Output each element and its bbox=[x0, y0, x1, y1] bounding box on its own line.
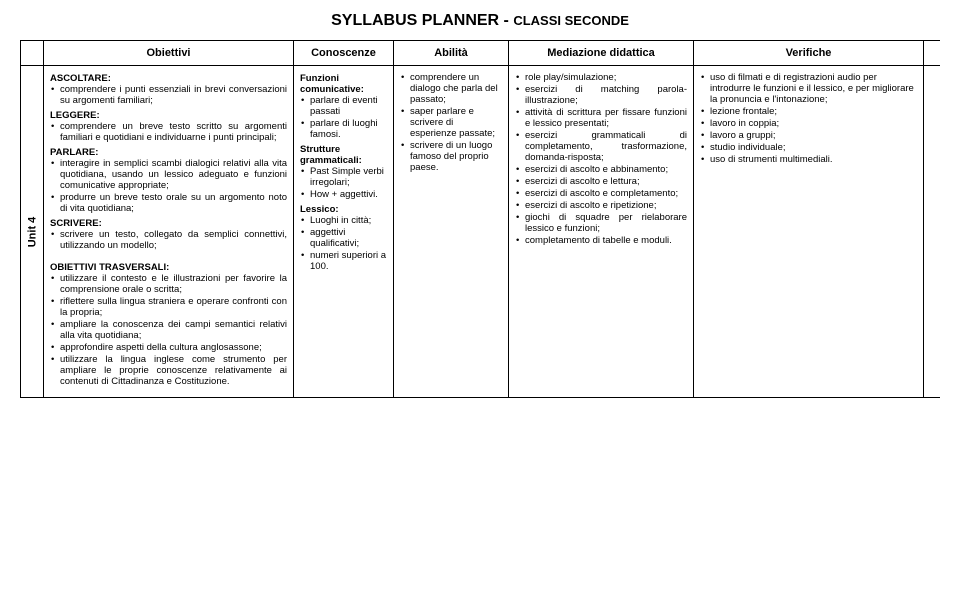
list-item: Past Simple verbi irregolari; bbox=[310, 166, 387, 188]
list-item: parlare di luoghi famosi. bbox=[310, 118, 387, 140]
header-mediazione: Mediazione didattica bbox=[509, 41, 694, 65]
lessico-list: Luoghi in città;aggettivi qualificativi;… bbox=[300, 215, 387, 272]
table-row: Unit 4 ASCOLTARE: comprendere i punti es… bbox=[20, 66, 940, 398]
list-item: esercizi grammaticali di completamento, … bbox=[525, 130, 687, 163]
list-item: comprendere i punti essenziali in brevi … bbox=[60, 84, 287, 106]
list-item: riflettere sulla lingua straniera e oper… bbox=[60, 296, 287, 318]
funzioni-list: parlare di eventi passatiparlare di luog… bbox=[300, 95, 387, 140]
list-item: parlare di eventi passati bbox=[310, 95, 387, 117]
funzioni-head: Funzioni comunicative: bbox=[300, 73, 387, 95]
header-abilita: Abilità bbox=[394, 41, 509, 65]
list-item: studio individuale; bbox=[710, 142, 917, 153]
list-item: produrre un breve testo orale su un argo… bbox=[60, 192, 287, 214]
list-item: saper parlare e scrivere di esperienze p… bbox=[410, 106, 502, 139]
list-item: uso di filmati e di registrazioni audio … bbox=[710, 72, 917, 105]
header-unit-spacer bbox=[20, 41, 44, 65]
scrivere-head: SCRIVERE: bbox=[50, 218, 287, 229]
abilita-cell: comprendere un dialogo che parla del pas… bbox=[394, 66, 509, 397]
ascoltare-head: ASCOLTARE: bbox=[50, 73, 287, 84]
list-item: aggettivi qualificativi; bbox=[310, 227, 387, 249]
leggere-list: comprendere un breve testo scritto su ar… bbox=[50, 121, 287, 143]
list-item: Luoghi in città; bbox=[310, 215, 387, 226]
verifiche-cell: uso di filmati e di registrazioni audio … bbox=[694, 66, 924, 397]
title-main: SYLLABUS PLANNER bbox=[331, 12, 499, 29]
list-item: esercizi di ascolto e abbinamento; bbox=[525, 164, 687, 175]
list-item: scrivere un testo, collegato da semplici… bbox=[60, 229, 287, 251]
unit-label: Unit 4 bbox=[26, 216, 38, 247]
abilita-list: comprendere un dialogo che parla del pas… bbox=[400, 72, 502, 173]
verifiche-list: uso di filmati e di registrazioni audio … bbox=[700, 72, 917, 165]
scrivere-list: scrivere un testo, collegato da semplici… bbox=[50, 229, 287, 251]
parlare-list: interagire in semplici scambi dialogici … bbox=[50, 158, 287, 214]
list-item: approfondire aspetti della cultura anglo… bbox=[60, 342, 287, 353]
list-item: attività di scrittura per fissare funzio… bbox=[525, 107, 687, 129]
list-item: completamento di tabelle e moduli. bbox=[525, 235, 687, 246]
unit-cell: Unit 4 bbox=[20, 66, 44, 397]
list-item: How + aggettivi. bbox=[310, 189, 387, 200]
list-item: numeri superiori a 100. bbox=[310, 250, 387, 272]
leggere-head: LEGGERE: bbox=[50, 110, 287, 121]
strutture-head: Strutture grammaticali: bbox=[300, 144, 387, 166]
header-conoscenze: Conoscenze bbox=[294, 41, 394, 65]
title-sub: CLASSI SECONDE bbox=[513, 13, 629, 28]
list-item: comprendere un breve testo scritto su ar… bbox=[60, 121, 287, 143]
mediazione-cell: role play/simulazione;esercizi di matchi… bbox=[509, 66, 694, 397]
strutture-list: Past Simple verbi irregolari;How + agget… bbox=[300, 166, 387, 200]
parlare-head: PARLARE: bbox=[50, 147, 287, 158]
conoscenze-cell: Funzioni comunicative: parlare di eventi… bbox=[294, 66, 394, 397]
list-item: scrivere di un luogo famoso del proprio … bbox=[410, 140, 502, 173]
list-item: esercizi di ascolto e lettura; bbox=[525, 176, 687, 187]
obiettivi-cell: ASCOLTARE: comprendere i punti essenzial… bbox=[44, 66, 294, 397]
list-item: lavoro in coppia; bbox=[710, 118, 917, 129]
lessico-head: Lessico: bbox=[300, 204, 387, 215]
list-item: utilizzare la lingua inglese come strume… bbox=[60, 354, 287, 387]
header-verifiche: Verifiche bbox=[694, 41, 924, 65]
list-item: comprendere un dialogo che parla del pas… bbox=[410, 72, 502, 105]
table-header-row: Obiettivi Conoscenze Abilità Mediazione … bbox=[20, 40, 940, 66]
list-item: esercizi di ascolto e completamento; bbox=[525, 188, 687, 199]
header-obiettivi: Obiettivi bbox=[44, 41, 294, 65]
list-item: esercizi di matching parola-illustrazion… bbox=[525, 84, 687, 106]
list-item: esercizi di ascolto e ripetizione; bbox=[525, 200, 687, 211]
list-item: lezione frontale; bbox=[710, 106, 917, 117]
list-item: ampliare la conoscenza dei campi semanti… bbox=[60, 319, 287, 341]
list-item: uso di strumenti multimediali. bbox=[710, 154, 917, 165]
mediazione-list: role play/simulazione;esercizi di matchi… bbox=[515, 72, 687, 246]
page-title: SYLLABUS PLANNER - CLASSI SECONDE bbox=[20, 12, 940, 30]
list-item: utilizzare il contesto e le illustrazion… bbox=[60, 273, 287, 295]
list-item: role play/simulazione; bbox=[525, 72, 687, 83]
trasversali-list: utilizzare il contesto e le illustrazion… bbox=[50, 273, 287, 387]
list-item: interagire in semplici scambi dialogici … bbox=[60, 158, 287, 191]
list-item: lavoro a gruppi; bbox=[710, 130, 917, 141]
list-item: giochi di squadre per rielaborare lessic… bbox=[525, 212, 687, 234]
ascoltare-list: comprendere i punti essenziali in brevi … bbox=[50, 84, 287, 106]
trasversali-head: OBIETTIVI TRASVERSALI: bbox=[50, 262, 287, 273]
